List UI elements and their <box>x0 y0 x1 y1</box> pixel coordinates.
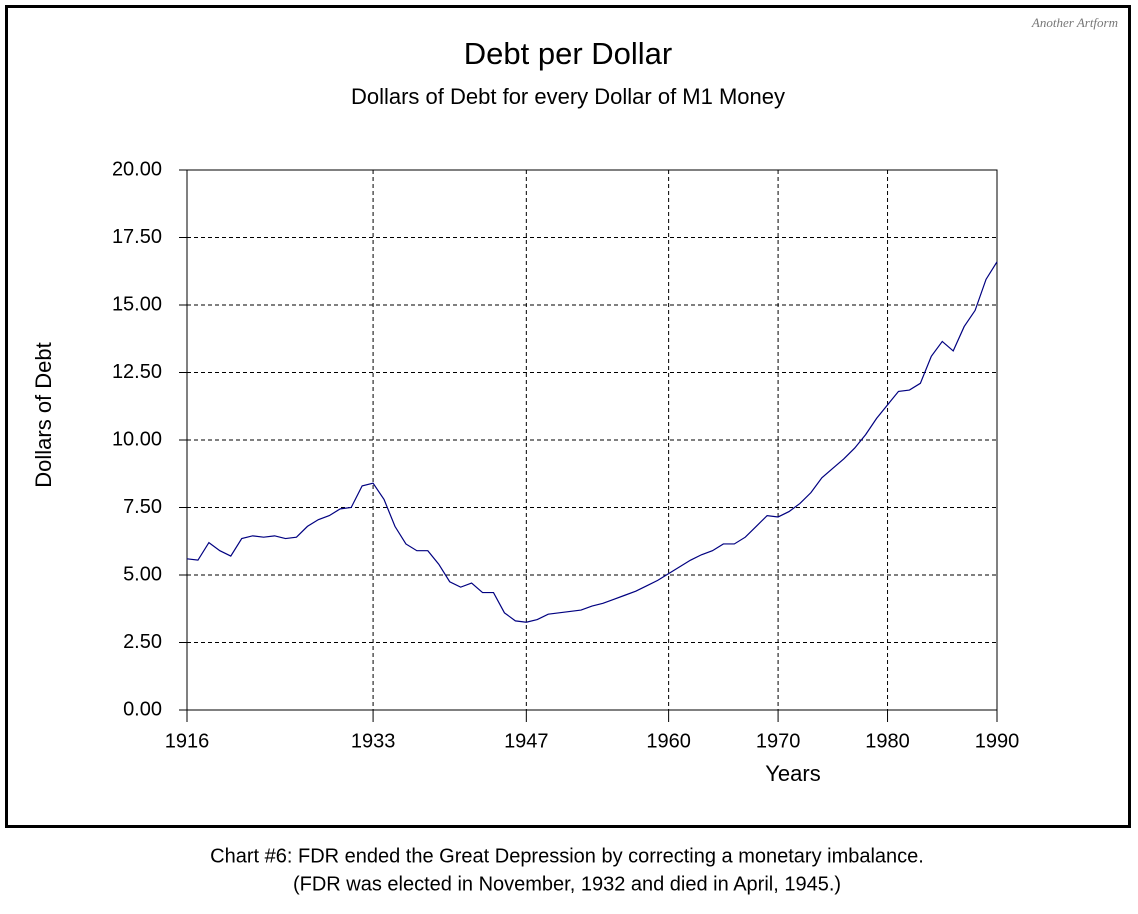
y-tick-label: 5.00 <box>123 563 162 585</box>
x-tick-label: 1933 <box>351 730 396 752</box>
y-tick-label: 0.00 <box>123 698 162 720</box>
watermark: Another Artform <box>1031 15 1118 30</box>
y-tick-label: 7.50 <box>123 496 162 518</box>
x-tick-label: 1970 <box>756 730 801 752</box>
x-axis-label: Years <box>765 761 820 786</box>
y-tick-label: 17.50 <box>112 226 162 248</box>
y-tick-label: 2.50 <box>123 631 162 653</box>
chart-title: Debt per Dollar <box>464 36 672 71</box>
x-tick-label: 1960 <box>646 730 691 752</box>
x-tick-label: 1947 <box>504 730 549 752</box>
x-tick-label: 1916 <box>165 730 210 752</box>
y-axis-label: Dollars of Debt <box>31 342 56 488</box>
caption-line: Chart #6: FDR ended the Great Depression… <box>210 845 924 867</box>
x-tick-label: 1980 <box>865 730 910 752</box>
y-tick-label: 20.00 <box>112 158 162 180</box>
y-tick-label: 12.50 <box>112 361 162 383</box>
y-tick-label: 10.00 <box>112 428 162 450</box>
y-tick-label: 15.00 <box>112 293 162 315</box>
data-line <box>186 261 998 623</box>
chart-subtitle: Dollars of Debt for every Dollar of M1 M… <box>351 84 785 109</box>
x-tick-label: 1990 <box>975 730 1020 752</box>
caption-line: (FDR was elected in November, 1932 and d… <box>293 873 841 895</box>
